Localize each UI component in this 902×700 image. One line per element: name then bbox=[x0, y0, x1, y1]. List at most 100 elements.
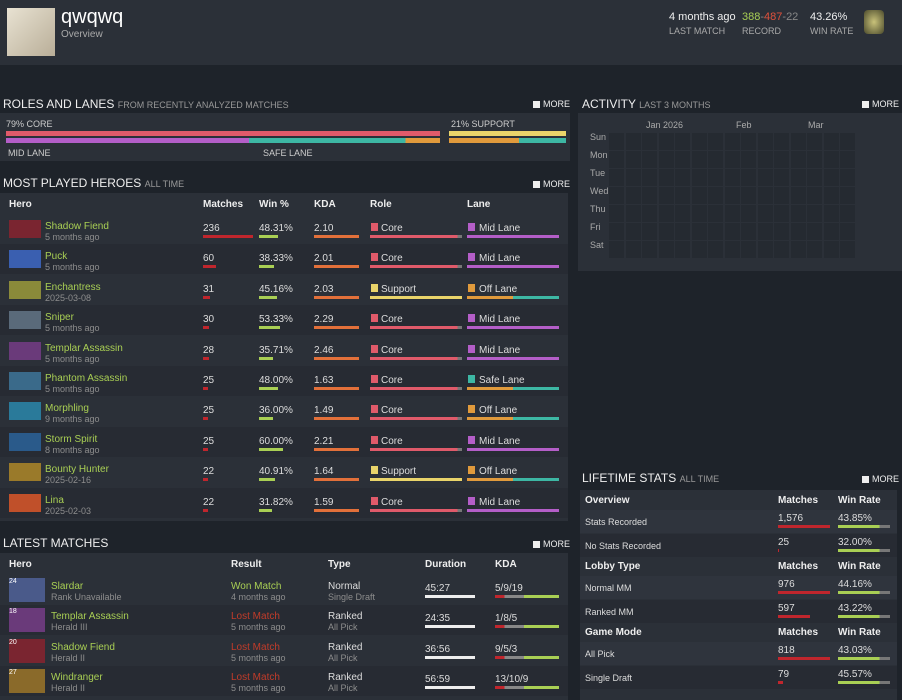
bar bbox=[259, 508, 272, 512]
bar bbox=[467, 508, 559, 512]
more-link[interactable]: MORE bbox=[533, 179, 570, 189]
stat-label: Ranked MM bbox=[585, 607, 634, 617]
bar bbox=[203, 417, 209, 421]
role-icon bbox=[371, 375, 378, 383]
role-icon bbox=[371, 283, 378, 292]
bar bbox=[259, 417, 274, 421]
role: Core bbox=[381, 496, 403, 508]
month-label: Mar bbox=[808, 120, 824, 130]
hero-name[interactable]: Templar Assassin bbox=[45, 342, 123, 354]
result[interactable]: Lost Match bbox=[231, 641, 280, 653]
bar bbox=[778, 549, 779, 552]
column-header: Win Rate bbox=[838, 627, 881, 638]
hero-name[interactable]: Shadow Fiend bbox=[51, 641, 115, 653]
row-bg bbox=[0, 605, 568, 636]
hero-last-played: 2025-02-16 bbox=[45, 475, 92, 486]
activity-cell bbox=[840, 187, 855, 204]
result[interactable]: Won Match bbox=[231, 581, 282, 592]
activity-cell bbox=[790, 187, 806, 204]
bar bbox=[425, 655, 475, 659]
bar bbox=[370, 265, 462, 269]
bar bbox=[370, 356, 462, 360]
column-header: Matches bbox=[778, 627, 819, 638]
hero-name[interactable]: Windranger bbox=[51, 672, 103, 684]
column-header: Type bbox=[328, 559, 351, 570]
more-link[interactable]: MORE bbox=[533, 99, 570, 109]
result[interactable]: Lost Match bbox=[231, 611, 280, 623]
stat-label: Normal MM bbox=[585, 583, 632, 593]
matches: 25 bbox=[203, 435, 215, 447]
activity-cell bbox=[840, 151, 855, 168]
activity-cell bbox=[790, 241, 806, 258]
activity-cell bbox=[823, 169, 839, 186]
activity-cell bbox=[774, 241, 789, 258]
hero-name[interactable]: Morphling bbox=[45, 403, 89, 415]
hero-name[interactable]: Lina bbox=[45, 494, 64, 506]
hero-name[interactable]: Shadow Fiend bbox=[45, 221, 109, 232]
bar bbox=[467, 235, 559, 238]
activity-cell bbox=[675, 151, 690, 168]
hero-name[interactable]: Puck bbox=[45, 251, 68, 263]
activity-cell bbox=[823, 223, 839, 240]
activity-cell bbox=[625, 187, 641, 204]
column-header: Win % bbox=[259, 199, 289, 210]
hero-name[interactable]: Phantom Assassin bbox=[45, 373, 128, 384]
activity-cell bbox=[757, 241, 773, 258]
column-header: KDA bbox=[314, 199, 336, 210]
section-title: LIFETIME STATS ALL TIME bbox=[582, 471, 719, 485]
hero-icon bbox=[9, 402, 41, 421]
duration: 56:59 bbox=[425, 674, 451, 686]
role-icon bbox=[371, 223, 378, 231]
matches-table: Hero Result Type Duration KDA 24 Slardar Rank U… bbox=[0, 553, 568, 700]
section-header: Lobby Type bbox=[585, 561, 641, 572]
more-link[interactable]: MORE bbox=[862, 474, 899, 484]
win-rate: 48.00% bbox=[259, 375, 293, 386]
hero-name[interactable]: Storm Spirit bbox=[45, 433, 98, 445]
bar bbox=[370, 326, 462, 330]
core-lane-bar bbox=[6, 138, 440, 143]
avatar bbox=[7, 8, 55, 56]
more-link[interactable]: MORE bbox=[862, 99, 899, 109]
stat-label: No Stats Recorded bbox=[585, 541, 662, 551]
activity-cell bbox=[625, 205, 641, 222]
hero-name[interactable]: Templar Assassin bbox=[51, 611, 129, 623]
activity-cell bbox=[774, 169, 789, 186]
role-icon bbox=[371, 466, 378, 475]
last-match-label: LAST MATCH bbox=[669, 26, 726, 36]
bar bbox=[314, 387, 359, 390]
bar bbox=[203, 326, 210, 330]
hero-icon bbox=[9, 578, 45, 602]
column-header: Result bbox=[231, 559, 262, 570]
activity-cell bbox=[691, 151, 707, 168]
hero-name[interactable]: Slardar bbox=[51, 581, 84, 592]
title: MOST PLAYED HEROES bbox=[3, 176, 142, 190]
hero-name[interactable]: Enchantress bbox=[45, 281, 101, 293]
month-label: Feb bbox=[736, 120, 752, 130]
section-title: MOST PLAYED HEROES ALL TIME bbox=[3, 176, 184, 190]
win-rate: 43.85% bbox=[838, 513, 872, 524]
hero-name[interactable]: Bounty Hunter bbox=[45, 464, 109, 476]
bar bbox=[467, 478, 559, 482]
activity-cell bbox=[708, 169, 723, 186]
activity-cell bbox=[658, 133, 674, 150]
more-link[interactable]: MORE bbox=[533, 539, 570, 549]
activity-cell bbox=[658, 151, 674, 168]
matches: 976 bbox=[778, 579, 795, 590]
column-header: Win Rate bbox=[838, 495, 881, 506]
role-icon bbox=[371, 435, 378, 444]
title: ACTIVITY bbox=[582, 97, 636, 111]
activity-cell bbox=[642, 187, 657, 204]
role-icon bbox=[371, 314, 378, 323]
core-label: 79% CORE bbox=[6, 119, 53, 129]
role: Support bbox=[381, 283, 417, 295]
matches: 22 bbox=[203, 466, 215, 478]
activity-cell bbox=[691, 133, 707, 150]
activity-cell bbox=[774, 151, 789, 168]
duration: 36:56 bbox=[425, 643, 451, 655]
result[interactable]: Lost Match bbox=[231, 672, 280, 684]
bar bbox=[838, 549, 890, 552]
day-label: Wed bbox=[590, 186, 609, 196]
bar bbox=[467, 295, 559, 299]
hero-name[interactable]: Sniper bbox=[45, 312, 74, 324]
hero-level: 24 bbox=[9, 578, 17, 585]
